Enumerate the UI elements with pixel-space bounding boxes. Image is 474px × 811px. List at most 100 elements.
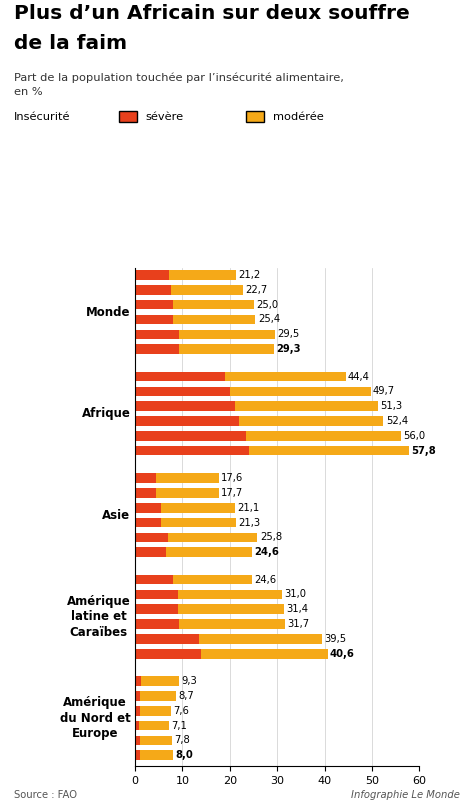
Text: 8,7: 8,7 [179,691,194,701]
Bar [135,706,140,715]
Bar [179,329,275,339]
Text: 7,8: 7,8 [174,736,190,745]
Bar [156,474,219,483]
Bar [141,676,179,686]
Bar [135,270,169,280]
Text: Plus d’un Africain sur deux souffre: Plus d’un Africain sur deux souffre [14,4,410,23]
Bar [135,329,179,339]
Bar [139,721,169,731]
Bar [135,345,179,354]
Text: 24,6: 24,6 [254,574,276,585]
Text: 29,5: 29,5 [277,329,300,339]
Text: Afrique: Afrique [82,407,130,420]
Text: 21,1: 21,1 [237,503,260,513]
Bar [178,604,284,614]
Text: 31,7: 31,7 [288,619,310,629]
Text: Amérique
du Nord et
Europe: Amérique du Nord et Europe [60,696,130,740]
Bar [135,676,141,686]
Text: 9,3: 9,3 [182,676,197,686]
Text: 49,7: 49,7 [373,386,395,397]
Bar [135,488,156,498]
Bar [166,547,252,557]
Bar [161,517,236,527]
Bar [135,401,235,411]
Bar [135,387,230,397]
Text: 7,1: 7,1 [171,720,187,731]
Text: 25,0: 25,0 [256,300,278,310]
Bar [135,416,239,426]
Bar [246,431,401,440]
Bar [135,736,140,745]
Bar [135,575,173,585]
Text: 21,2: 21,2 [238,270,260,280]
Text: modérée: modérée [273,112,324,122]
Bar [135,371,225,381]
Bar [173,575,252,585]
Bar [140,706,171,715]
Bar [135,649,201,659]
Bar [135,604,178,614]
Bar [249,446,409,456]
Text: sévère: sévère [145,112,183,122]
Text: 17,6: 17,6 [221,473,243,483]
Text: 8,0: 8,0 [175,750,193,760]
Text: 29,3: 29,3 [276,344,301,354]
Text: Amérique
latine et
Caraïbes: Amérique latine et Caraïbes [67,594,130,638]
Bar [135,691,140,701]
Bar [140,750,173,760]
Bar [230,387,371,397]
Text: Infographie Le Monde: Infographie Le Monde [351,791,460,800]
Bar [173,300,254,310]
Text: Insécurité: Insécurité [14,112,71,122]
Text: Part de la population touchée par l’insécurité alimentaire,
en %: Part de la population touchée par l’insé… [14,73,344,97]
Bar [135,285,171,294]
Bar [199,634,322,644]
Text: 24,6: 24,6 [254,547,279,557]
Bar [169,270,236,280]
Text: 31,4: 31,4 [286,604,308,614]
Bar [135,474,156,483]
Bar [135,517,161,527]
Bar [135,721,139,731]
Bar [135,446,249,456]
Bar [135,620,179,629]
Text: de la faim: de la faim [14,34,128,53]
Text: 22,7: 22,7 [245,285,267,295]
Bar [135,590,178,599]
Text: 57,8: 57,8 [411,446,436,456]
Text: 52,4: 52,4 [386,416,408,426]
Bar [135,750,140,760]
Bar [135,547,166,557]
Bar [135,533,168,543]
Text: 40,6: 40,6 [330,649,355,659]
Text: 56,0: 56,0 [403,431,425,441]
Bar [201,649,328,659]
Bar [135,300,173,310]
Bar [239,416,383,426]
Bar [178,590,282,599]
Text: 31,0: 31,0 [284,590,306,599]
Text: 17,7: 17,7 [221,488,244,498]
Bar [135,634,199,644]
Bar [179,345,274,354]
Text: Monde: Monde [86,306,130,319]
Bar [168,533,257,543]
Text: 44,4: 44,4 [348,371,370,381]
Bar [179,620,285,629]
Bar [235,401,378,411]
Text: 25,8: 25,8 [260,532,282,543]
Bar [135,503,161,513]
Text: Asie: Asie [102,508,130,521]
Bar [171,285,243,294]
Bar [161,503,235,513]
Text: 51,3: 51,3 [381,401,403,411]
Text: Source : FAO: Source : FAO [14,791,77,800]
Bar [156,488,219,498]
Bar [135,315,173,324]
Text: 25,4: 25,4 [258,315,280,324]
Bar [140,736,172,745]
Text: 7,6: 7,6 [173,706,189,716]
Bar [225,371,346,381]
Bar [140,691,176,701]
Text: 21,3: 21,3 [238,517,261,527]
